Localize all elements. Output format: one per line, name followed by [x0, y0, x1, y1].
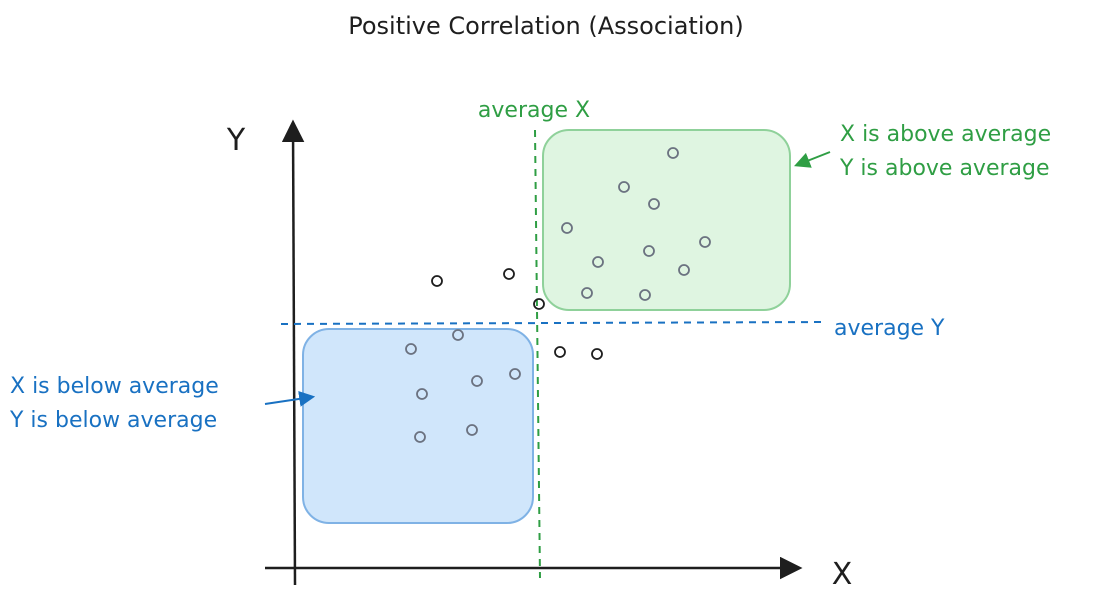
data-point [581, 287, 593, 299]
data-point [509, 368, 521, 380]
diagram-title: Positive Correlation (Association) [348, 12, 744, 40]
data-point [414, 431, 426, 443]
lower-annotation-line-2: Y is below average [9, 408, 217, 433]
data-point [648, 198, 660, 210]
data-point [561, 222, 573, 234]
data-point [591, 348, 603, 360]
data-point [678, 264, 690, 276]
average-x-line [534, 129, 541, 579]
data-point [466, 424, 478, 436]
average-y-line [280, 321, 827, 325]
above-average-region [542, 129, 791, 311]
data-point [503, 268, 515, 280]
data-point [699, 236, 711, 248]
data-point [416, 388, 428, 400]
lower-region-points [405, 329, 521, 443]
data-point [452, 329, 464, 341]
x-axis-label: X [832, 557, 853, 592]
upper-annotation-line-2: Y is above average [839, 156, 1050, 181]
average-y-label: average Y [834, 316, 945, 341]
outside-points [431, 268, 603, 360]
upper-annotation-line-1: X is above average [840, 122, 1051, 147]
lower-annotation-line-1: X is below average [10, 374, 219, 399]
data-point [618, 181, 630, 193]
data-point [643, 245, 655, 257]
data-point [471, 375, 483, 387]
y-axis [281, 119, 305, 586]
data-point [667, 147, 679, 159]
below-average-region [302, 328, 534, 524]
average-x-label: average X [478, 98, 590, 123]
upper-region-points [561, 147, 711, 301]
lower-annotation-arrow [264, 390, 316, 407]
data-point [592, 256, 604, 268]
data-point [405, 343, 417, 355]
data-point [533, 298, 545, 310]
y-axis-label: Y [226, 123, 246, 158]
upper-annotation-arrow [794, 151, 831, 168]
data-point [554, 346, 566, 358]
data-point [639, 289, 651, 301]
data-point [431, 275, 443, 287]
